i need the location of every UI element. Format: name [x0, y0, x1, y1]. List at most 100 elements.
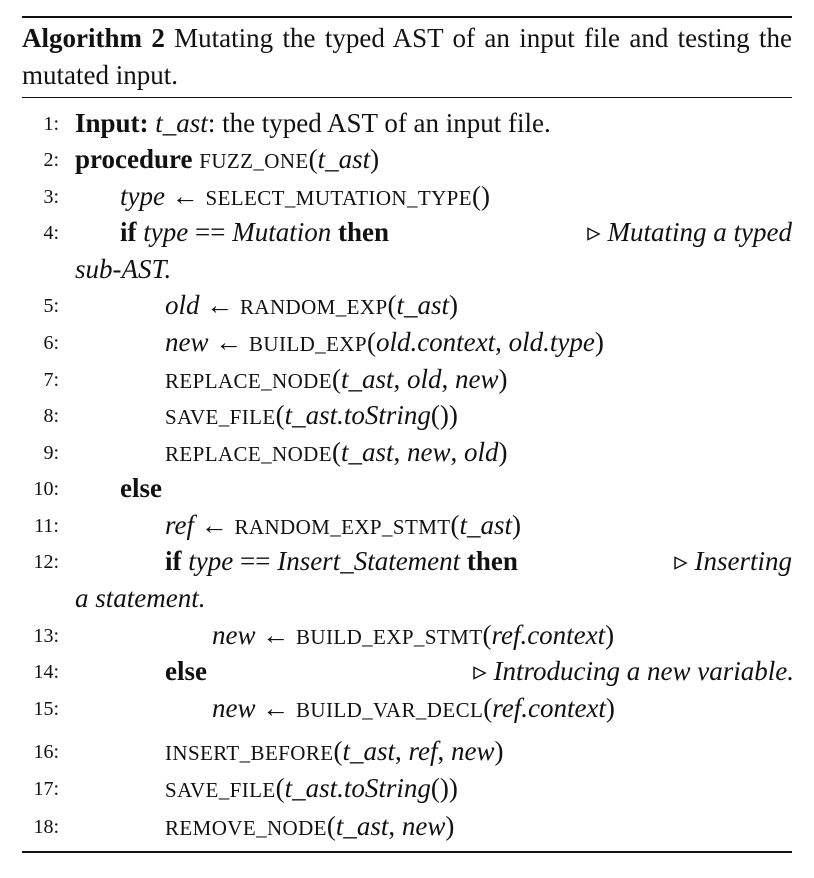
line-code: ref ← RANDOM_EXP_STMT(t_ast) [165, 507, 521, 546]
algorithm-line: 6: new ← BUILD_EXP(old.context, old.type) [0, 324, 814, 361]
code-text: ) [498, 437, 508, 467]
function-name: REMOVE_NODE [165, 816, 327, 840]
code-text: ) [445, 811, 455, 841]
variable: ref.context [492, 693, 606, 723]
function-name: SAVE_FILE [165, 778, 276, 802]
line-code: procedure FUZZ_ONE(t_ast) [75, 141, 379, 180]
code-text: ()) [430, 400, 458, 430]
variable: t_ast [459, 510, 513, 540]
code-text: ( [308, 144, 318, 174]
line-number: 5: [43, 295, 59, 317]
algorithm-line: 16: INSERT_BEFORE(t_ast, ref, new) [0, 733, 814, 770]
variable: new [212, 693, 256, 723]
function-name: RANDOM_EXP [240, 295, 388, 319]
line-comment: ▹ Introducing a new variable. [473, 656, 794, 686]
code-text: ( [483, 693, 493, 723]
line-code: SAVE_FILE(t_ast.toString()) [165, 770, 458, 809]
code-text: ← [255, 693, 296, 723]
variable: t_ast [155, 108, 208, 138]
keyword: if [165, 546, 182, 576]
algorithm-label: Algorithm 2 [22, 23, 165, 53]
variable: ref [408, 736, 438, 766]
line-number: 1: [43, 113, 59, 135]
code-text: == [188, 217, 233, 247]
caption-rule [22, 97, 792, 98]
function-name: BUILD_EXP_STMT [296, 625, 483, 649]
line-comment: ▹ Mutating a typed [587, 217, 792, 247]
comment-continuation-line: sub-AST. [0, 251, 814, 288]
line-code: new ← BUILD_VAR_DECL(ref.context) [212, 690, 615, 729]
algorithm-line: 11: ref ← RANDOM_EXP_STMT(t_ast) [0, 507, 814, 544]
code-text: ← [208, 327, 249, 357]
code-text: , [495, 327, 509, 357]
variable: t_ast.toString [284, 773, 431, 803]
variable: old.type [508, 327, 595, 357]
line-number: 4: [43, 222, 59, 244]
code-text: ( [482, 620, 492, 650]
code-text: ) [512, 510, 522, 540]
line-code: REPLACE_NODE(t_ast, new, old) [165, 434, 508, 473]
variable: old [165, 290, 200, 320]
comment-continuation-line: a statement. [0, 580, 814, 617]
algorithm-line: 2: procedure FUZZ_ONE(t_ast) [0, 141, 814, 178]
variable: new [450, 736, 495, 766]
line-code: if type == Insert_Statement then [165, 543, 518, 580]
line-number: 13: [33, 625, 59, 647]
line-code: new ← BUILD_EXP_STMT(ref.context) [212, 617, 614, 656]
variable: t_ast.toString [284, 400, 431, 430]
variable: new [212, 620, 256, 650]
code-text: ) [498, 364, 508, 394]
variable: type [143, 217, 189, 247]
line-number: 7: [43, 369, 59, 391]
line-number: 12: [33, 551, 59, 573]
variable: ref [165, 510, 194, 540]
line-number: 14: [33, 661, 59, 683]
code-text: , [388, 811, 402, 841]
code-text: ← [199, 290, 241, 320]
variable: new [165, 327, 209, 357]
keyword: then [466, 546, 518, 576]
algorithm-line: 4: if type == Mutation then ▹ Mutating a t… [0, 214, 814, 251]
code-text: ()) [430, 773, 458, 803]
algorithm-line: 13: new ← BUILD_EXP_STMT(ref.context) [0, 617, 814, 654]
code-text [331, 217, 338, 247]
keyword: Input: [75, 108, 149, 138]
variable: new [455, 364, 499, 394]
code-text: , [393, 437, 407, 467]
algorithm-line: 15: new ← BUILD_VAR_DECL(ref.context) [0, 690, 814, 727]
function-name: BUILD_VAR_DECL [296, 698, 484, 722]
keyword: else [165, 656, 207, 686]
line-number: 10: [33, 478, 59, 500]
variable: t_ast [396, 290, 450, 320]
variable: ref.context [491, 620, 606, 650]
line-number: 11: [34, 515, 59, 537]
algorithm-title: Mutating the typed AST of an input file … [22, 23, 793, 90]
code-text: ) [605, 620, 615, 650]
code-text: ) [449, 290, 459, 320]
function-name: SELECT_MUTATION_TYPE [205, 186, 472, 210]
line-number: 16: [33, 741, 59, 763]
code-text [460, 546, 467, 576]
code-text: ( [275, 400, 285, 430]
variable: new [406, 437, 451, 467]
function-name: FUZZ_ONE [199, 149, 309, 173]
code-text: ) [605, 693, 615, 723]
code-text: ( [331, 437, 341, 467]
variable: old.context [375, 327, 496, 357]
algorithm-line: 10: else [0, 470, 814, 507]
line-number: 8: [43, 405, 59, 427]
code-text: ← [194, 510, 235, 540]
code-text: ( [333, 736, 343, 766]
algorithm-line: 17: SAVE_FILE(t_ast.toString()) [0, 770, 814, 807]
code-text: () [471, 181, 490, 211]
line-code: if type == Mutation then [120, 214, 389, 251]
line-number: 9: [43, 442, 59, 464]
line-code: else [120, 470, 162, 507]
line-code: Input: t_ast: the typed AST of an input … [75, 105, 551, 142]
variable: t_ast [335, 811, 389, 841]
code-text: , [450, 437, 464, 467]
keyword: else [120, 473, 162, 503]
code-text: ← [164, 181, 206, 211]
variable: type [188, 546, 234, 576]
code-text: == [233, 546, 278, 576]
